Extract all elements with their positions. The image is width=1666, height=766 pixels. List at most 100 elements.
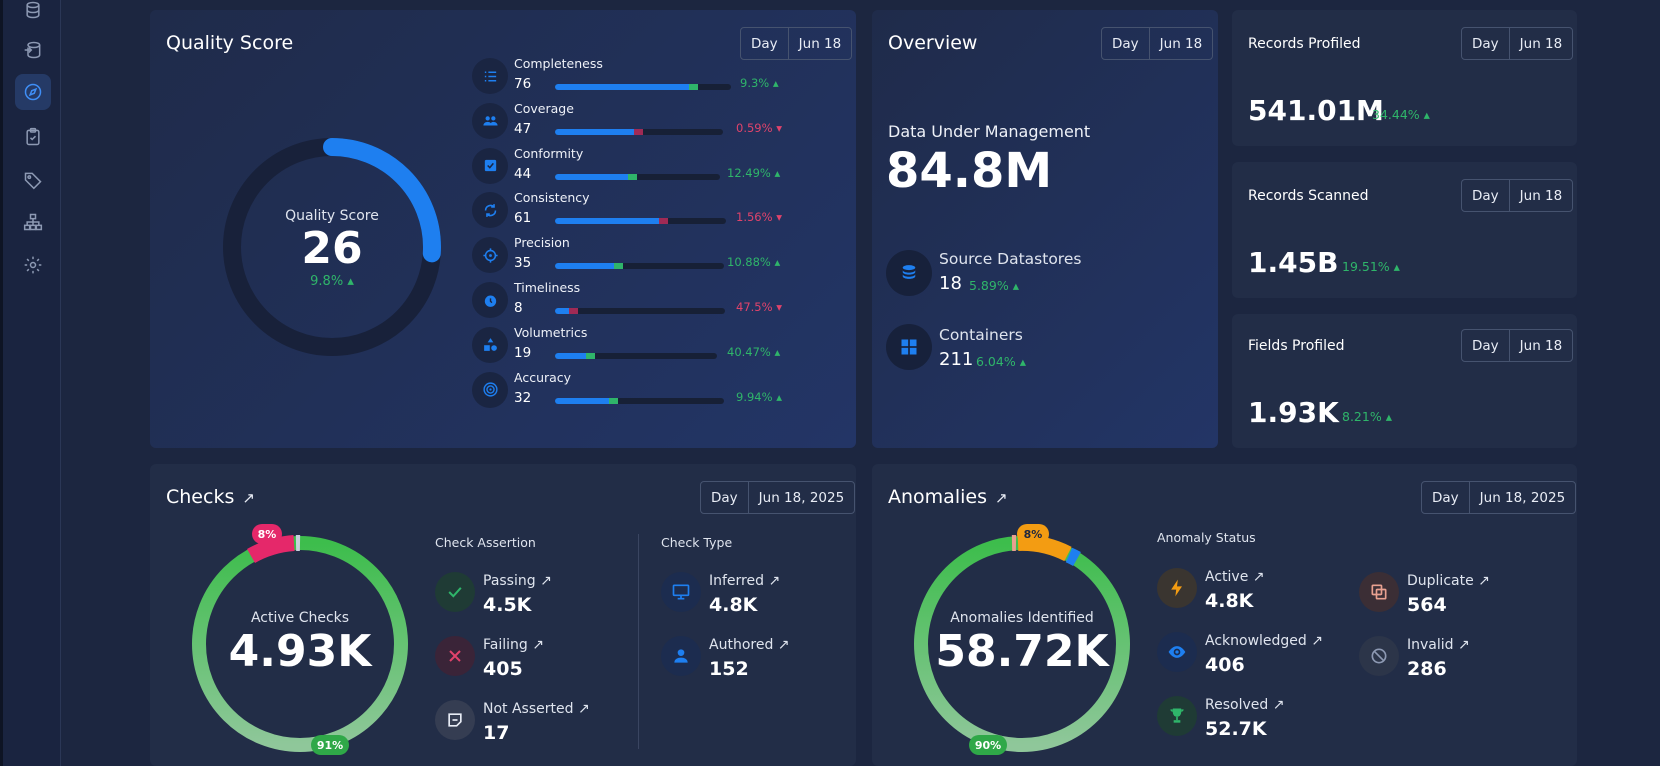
- anomalies-title-link[interactable]: Anomalies ↗: [888, 486, 1008, 508]
- inferred-value: 4.8K: [709, 594, 758, 616]
- invalid-label: Invalid: [1407, 637, 1454, 653]
- dimension-bar-change: [569, 308, 578, 314]
- card-title: Records Scanned: [1248, 188, 1369, 204]
- dimension-row: Coverage 47 0.59% ▾: [472, 101, 802, 141]
- period-selector[interactable]: Day Jun 18, 2025: [700, 481, 856, 514]
- date-label: Jun 18: [1519, 187, 1563, 204]
- anomalies-card: Anomalies ↗ Day Jun 18, 2025 8% 90% Anoma…: [872, 464, 1577, 766]
- monitor-icon: [661, 572, 701, 612]
- dimension-bar-fill: [555, 173, 628, 180]
- resolved-link[interactable]: Resolved ↗: [1205, 697, 1285, 713]
- dimension-label: Consistency: [514, 190, 590, 206]
- period-selector[interactable]: Day Jun 18: [1461, 27, 1574, 60]
- records-scanned-card: Records Scanned Day Jun 18 1.45B 19.51% …: [1232, 162, 1577, 298]
- block-icon: [1359, 636, 1399, 676]
- card-title: Fields Profiled: [1248, 338, 1345, 354]
- database-icon: [886, 250, 932, 296]
- eye-icon: [1157, 632, 1197, 672]
- dimension-bar-track: [555, 128, 723, 135]
- donut-center: Anomalies Identified 58.72K: [922, 610, 1122, 678]
- dimension-bar-track: [555, 218, 726, 225]
- date-label: Jun 18: [1159, 35, 1203, 52]
- passing-link[interactable]: Passing ↗: [483, 573, 552, 589]
- dimension-value: 76: [514, 76, 532, 92]
- dimension-change: 40.47% ▴: [727, 344, 781, 359]
- gauge-change: 9.8%: [310, 274, 344, 289]
- containers-change: 6.04%: [976, 354, 1016, 369]
- shapes-icon: [472, 326, 508, 363]
- note-icon: [435, 700, 475, 740]
- donut-failing-segment: [247, 535, 295, 564]
- fields-profiled-card: Fields Profiled Day Jun 18 1.93K 8.21% ▴: [1232, 314, 1577, 448]
- users-icon: [472, 102, 508, 139]
- status-heading: Anomaly Status: [1157, 530, 1256, 545]
- gear-icon[interactable]: [15, 247, 51, 283]
- failing-link[interactable]: Failing ↗: [483, 637, 544, 653]
- authored-label: Authored: [709, 637, 774, 653]
- dimension-change: 1.56% ▾: [736, 210, 782, 225]
- dimension-bar-track: [555, 173, 720, 180]
- active-value: 4.8K: [1205, 590, 1254, 612]
- quality-gauge: [223, 138, 441, 356]
- dimension-value: 47: [514, 120, 532, 137]
- donut-center: Active Checks 4.93K: [210, 610, 390, 678]
- period-selector[interactable]: Day Jun 18: [1461, 179, 1574, 212]
- tag-icon[interactable]: [15, 162, 51, 198]
- dimension-change: 12.49% ▴: [727, 165, 781, 180]
- dimension-label: Accuracy: [514, 369, 572, 385]
- date-label: Jun 18: [1519, 337, 1563, 354]
- invalid-value: 286: [1407, 658, 1447, 680]
- dimension-value: 19: [514, 344, 532, 361]
- checks-title-link[interactable]: Checks ↗: [166, 486, 255, 508]
- lightning-icon: [1157, 568, 1197, 608]
- passing-value: 4.5K: [483, 594, 532, 616]
- dimension-bar-change: [609, 397, 618, 404]
- duplicate-label: Duplicate: [1407, 573, 1474, 589]
- dimension-label: Timeliness: [514, 280, 581, 295]
- active-link[interactable]: Active ↗: [1205, 569, 1265, 585]
- dimension-change: 0.59% ▾: [736, 120, 782, 135]
- period-label: Day: [1462, 180, 1510, 211]
- source-label: Source Datastores: [939, 250, 1082, 268]
- period-label: Day: [1102, 28, 1150, 59]
- authored-link[interactable]: Authored ↗: [709, 637, 790, 653]
- period-label: Day: [1462, 28, 1510, 59]
- dimension-row: Consistency 61 1.56% ▾: [472, 190, 802, 230]
- dimension-bar-track: [555, 263, 724, 270]
- dimension-bar-track: [555, 84, 731, 90]
- database-icon[interactable]: [15, 0, 51, 28]
- authored-value: 152: [709, 658, 749, 680]
- active-label: Active: [1205, 569, 1249, 585]
- inferred-link[interactable]: Inferred ↗: [709, 573, 781, 589]
- source-value: 18: [939, 273, 962, 294]
- duplicate-link[interactable]: Duplicate ↗: [1407, 573, 1490, 589]
- resolved-value: 52.7K: [1205, 718, 1267, 740]
- passing-label: Passing: [483, 573, 536, 589]
- period-selector[interactable]: Day Jun 18: [740, 27, 853, 60]
- dimension-bar-fill: [555, 352, 586, 359]
- compass-icon[interactable]: [15, 74, 51, 110]
- notasserted-value: 17: [483, 722, 510, 744]
- clipboard-check-icon[interactable]: [15, 119, 51, 155]
- period-selector[interactable]: Day Jun 18, 2025: [1421, 481, 1577, 514]
- date-label: Jun 18: [1519, 35, 1563, 52]
- sitemap-icon[interactable]: [15, 204, 51, 240]
- inferred-label: Inferred: [709, 573, 765, 589]
- donut-active-segment: [1017, 534, 1072, 562]
- trend-up-icon: ▴: [347, 274, 354, 289]
- dimension-row: Precision 35 10.88% ▴: [472, 235, 802, 275]
- acknowledged-link[interactable]: Acknowledged ↗: [1205, 633, 1323, 649]
- period-label: Day: [1422, 482, 1470, 513]
- notasserted-link[interactable]: Not Asserted ↗: [483, 701, 590, 717]
- database-import-icon[interactable]: [15, 32, 51, 68]
- target-icon: [472, 371, 508, 408]
- acknowledged-value: 406: [1205, 654, 1245, 676]
- duplicate-value: 564: [1407, 594, 1447, 616]
- dimension-bar-change: [628, 173, 637, 180]
- dimension-value: 44: [514, 165, 532, 182]
- period-selector[interactable]: Day Jun 18: [1101, 27, 1214, 60]
- invalid-link[interactable]: Invalid ↗: [1407, 637, 1470, 653]
- period-selector[interactable]: Day Jun 18: [1461, 329, 1574, 362]
- resolved-percent-badge: 90%: [969, 735, 1007, 755]
- dimension-bar-fill: [555, 84, 689, 90]
